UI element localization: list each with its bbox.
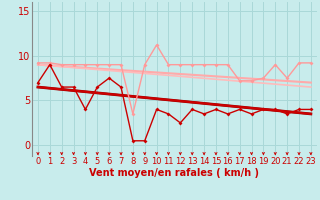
X-axis label: Vent moyen/en rafales ( km/h ): Vent moyen/en rafales ( km/h )	[89, 168, 260, 178]
